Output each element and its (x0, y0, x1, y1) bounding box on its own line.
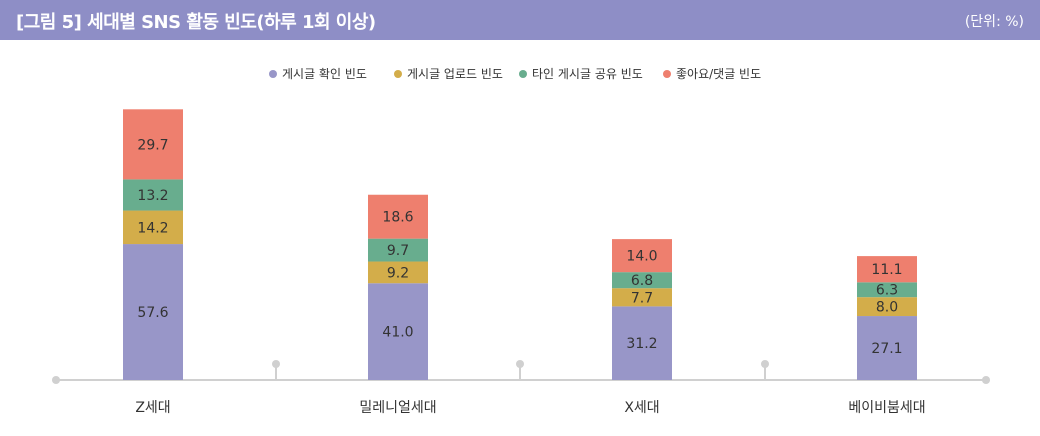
legend-marker (394, 70, 402, 78)
legend-item: 게시글 확인 빈도 (269, 67, 367, 81)
data-label: 9.2 (387, 265, 409, 281)
data-label: 18.6 (382, 210, 413, 226)
stacked-bar-chart: 게시글 확인 빈도 게시글 업로드 빈도 타인 게시글 공유 빈도 좋아요/댓글 빈도… (52, 67, 990, 416)
axis-end-dot (982, 376, 990, 384)
bar-segment (123, 179, 183, 211)
data-label: 6.8 (631, 273, 653, 289)
data-label: 27.1 (871, 341, 902, 357)
bar-segment (612, 239, 672, 273)
data-label: 6.3 (876, 283, 898, 299)
legend-marker (269, 70, 277, 78)
legend-label: 게시글 업로드 빈도 (407, 67, 503, 81)
data-label: 9.7 (387, 243, 409, 259)
legend-label: 좋아요/댓글 빈도 (676, 67, 761, 81)
data-label: 29.7 (137, 137, 168, 153)
bar-segment (857, 297, 917, 317)
legend-item: 좋아요/댓글 빈도 (663, 67, 761, 81)
bars: 57.6 14.2 13.2 29.7 41.0 9.2 9.7 18.6 31.2 7.76.8… (123, 109, 917, 380)
axis-end-dot (52, 376, 60, 384)
chart-title: [그림 5] 세대별 SNS 활동 빈도(하루 1회 이상) (16, 12, 376, 33)
axis-separator-dot (761, 360, 769, 368)
legend-label: 게시글 확인 빈도 (282, 67, 367, 81)
data-label: 41.0 (382, 325, 413, 341)
bar-segment (123, 210, 183, 245)
bar-segment (368, 194, 428, 239)
category-labels: Z세대 밀레니얼세대 X세대 베이비붐세대 (135, 400, 925, 416)
bar-segment (857, 256, 917, 283)
legend-marker (663, 70, 671, 78)
data-label: 14.2 (137, 220, 168, 236)
bar-segment (612, 306, 672, 380)
data-label: 31.2 (626, 336, 657, 352)
bar-stack: 57.6 14.2 13.2 29.7 (123, 109, 183, 380)
bar-segment (612, 288, 672, 307)
legend-label: 타인 게시글 공유 빈도 (532, 67, 643, 81)
data-label: 57.6 (137, 305, 168, 321)
bar-segment (368, 238, 428, 262)
legend-item: 게시글 업로드 빈도 (394, 67, 503, 81)
bar-segment (368, 261, 428, 284)
data-label: 14.0 (626, 249, 657, 265)
axis-separator-dot (272, 360, 280, 368)
bar-segment (857, 282, 917, 298)
bar-segment (857, 316, 917, 380)
bar-segment (612, 272, 672, 289)
chart-header: [그림 5] 세대별 SNS 활동 빈도(하루 1회 이상) (단위: %) (0, 0, 1040, 40)
bar-stack: 31.2 7.76.8 14.0 (612, 239, 672, 380)
legend: 게시글 확인 빈도 게시글 업로드 빈도 타인 게시글 공유 빈도 좋아요/댓글 빈도 (269, 67, 761, 81)
data-label: 8.0 (876, 300, 898, 316)
category-label: 밀레니얼세대 (359, 400, 436, 416)
data-label: 7.7 (631, 290, 653, 306)
axis-separator-dot (516, 360, 524, 368)
unit-label: (단위: %) (964, 14, 1024, 30)
legend-marker (519, 70, 527, 78)
data-label: 13.2 (137, 188, 168, 204)
legend-item: 타인 게시글 공유 빈도 (519, 67, 643, 81)
x-axis (52, 360, 990, 384)
bar-segment (368, 283, 428, 380)
bar-segment (123, 109, 183, 180)
category-label: X세대 (624, 400, 659, 416)
bar-stack: 41.0 9.2 9.7 18.6 (368, 194, 428, 380)
category-label: 베이비붐세대 (848, 400, 925, 416)
bar-segment (123, 244, 183, 380)
bar-stack: 27.1 8.06.3 11.1 (857, 256, 917, 380)
data-label: 11.1 (871, 262, 902, 278)
category-label: Z세대 (135, 400, 170, 416)
